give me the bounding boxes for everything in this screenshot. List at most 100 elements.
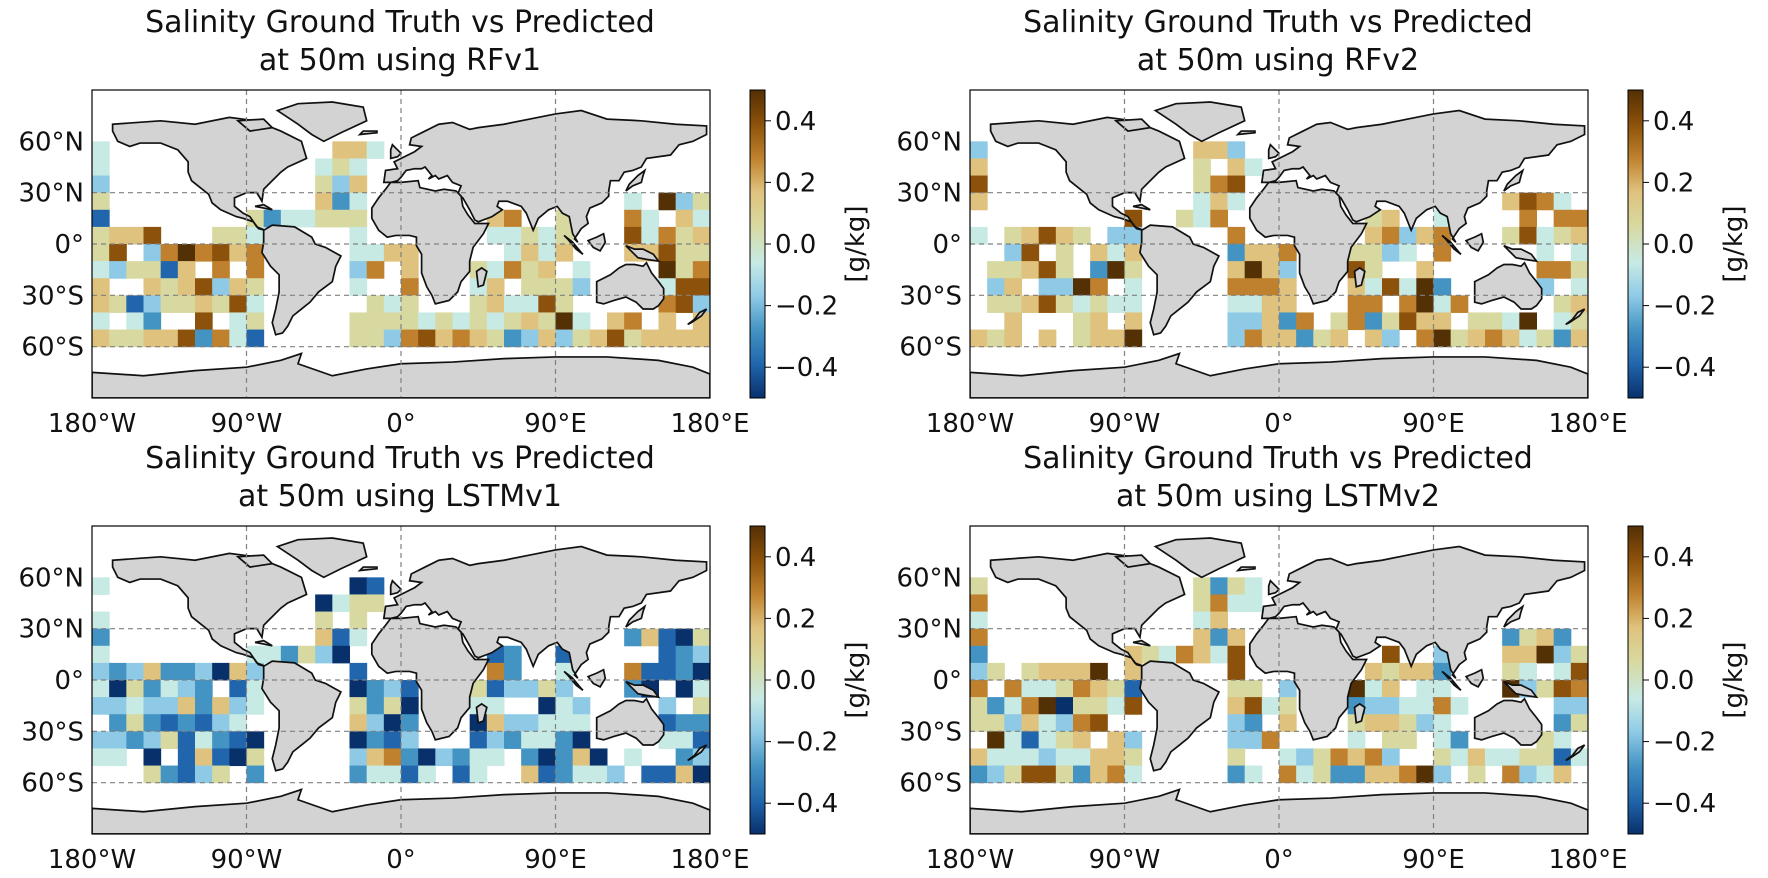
anomaly-cell (692, 697, 710, 715)
anomaly-cell (1399, 244, 1417, 262)
anomaly-cell (143, 680, 162, 698)
anomaly-cell (658, 261, 677, 279)
anomaly-cell (970, 594, 988, 613)
colorbar-tick-label: 0.0 (1653, 230, 1694, 260)
anomaly-cell (1433, 748, 1452, 767)
colorbar-gradient (749, 89, 766, 399)
anomaly-cell (469, 680, 488, 698)
anomaly-cell (572, 261, 591, 279)
anomaly-cell (315, 209, 333, 228)
anomaly-cell (658, 312, 677, 331)
anomaly-cell (1502, 329, 1520, 348)
anomaly-cell (177, 748, 196, 767)
anomaly-cell (486, 312, 505, 331)
anomaly-cell (1244, 765, 1263, 784)
anomaly-cell (1004, 226, 1022, 245)
anomaly-cell (160, 680, 179, 698)
anomaly-cell (366, 244, 385, 262)
anomaly-cell (349, 662, 368, 681)
anomaly-cell (538, 261, 556, 279)
anomaly-cell (212, 714, 230, 732)
anomaly-cell (1227, 312, 1246, 331)
anomaly-cell (1279, 697, 1297, 715)
anomaly-cell (92, 329, 110, 348)
anomaly-cell (1347, 312, 1366, 331)
anomaly-cell (229, 680, 247, 698)
anomaly-cell (143, 278, 162, 296)
anomaly-cell (970, 175, 988, 194)
anomaly-cell (160, 295, 179, 313)
x-tick-label: 180°E (1548, 409, 1627, 439)
colorbar-gradient (749, 525, 766, 835)
anomaly-cell (692, 278, 710, 296)
anomaly-cell (1570, 278, 1588, 296)
anomaly-cell (658, 697, 677, 715)
anomaly-cell (1261, 244, 1280, 262)
anomaly-cell (572, 731, 591, 749)
anomaly-cell (1433, 765, 1452, 784)
anomaly-cell (160, 697, 179, 715)
anomaly-cell (486, 329, 505, 348)
anomaly-cell (1467, 312, 1486, 331)
colorbar-gradient (1627, 525, 1644, 835)
anomaly-cell (383, 714, 402, 732)
x-tick-label: 180°W (48, 845, 136, 875)
anomaly-cell (1364, 329, 1383, 348)
anomaly-cell (987, 662, 1005, 681)
anomaly-cell (1364, 680, 1383, 698)
anomaly-cell (555, 329, 574, 348)
anomaly-cell (504, 662, 522, 681)
anomaly-cell (1261, 312, 1280, 331)
anomaly-cell (92, 192, 110, 211)
anomaly-cell (92, 628, 110, 647)
anomaly-cell (246, 748, 265, 767)
anomaly-cell (1176, 645, 1194, 664)
anomaly-cell (1364, 312, 1383, 331)
anomaly-cell (1279, 295, 1297, 313)
anomaly-cell (538, 697, 556, 715)
anomaly-cell (401, 680, 419, 698)
anomaly-cell (315, 628, 333, 647)
anomaly-cell (692, 731, 710, 749)
anomaly-cell (987, 329, 1005, 348)
anomaly-cell (366, 594, 385, 613)
colorbar: 0.4 0.2 0.0 −0.2 −0.4 [g/kg] (1627, 89, 1749, 399)
anomaly-cell (1055, 278, 1074, 296)
colorbar-tick-label: 0.0 (775, 666, 816, 696)
anomaly-cell (1347, 680, 1366, 698)
panel-title-line2: at 50m using RFv1 (259, 43, 541, 78)
anomaly-cell (143, 697, 162, 715)
anomaly-cell (1433, 329, 1452, 348)
anomaly-cell (1450, 748, 1469, 767)
anomaly-cell (1124, 244, 1143, 262)
anomaly-cell (92, 209, 110, 228)
anomaly-cell (987, 714, 1005, 732)
anomaly-cell (521, 312, 539, 331)
anomaly-cell (486, 295, 505, 313)
anomaly-cell (1553, 209, 1572, 228)
anomaly-cell (1244, 697, 1263, 715)
anomaly-cell (624, 209, 642, 228)
anomaly-cell (1124, 226, 1143, 245)
anomaly-cell (555, 697, 574, 715)
anomaly-cell (641, 329, 659, 348)
anomaly-cell (1416, 329, 1434, 348)
anomaly-cell (349, 577, 368, 595)
anomaly-cell (92, 278, 110, 296)
anomaly-cell (1364, 278, 1383, 296)
anomaly-cell (486, 731, 505, 749)
anomaly-cell (332, 175, 350, 194)
anomaly-cell (1570, 662, 1588, 681)
anomaly-cell (970, 329, 988, 348)
anomaly-cell (1570, 244, 1588, 262)
anomaly-cell (572, 278, 591, 296)
anomaly-cell (1536, 628, 1555, 647)
anomaly-cell (538, 329, 556, 348)
anomaly-cell (435, 312, 453, 331)
anomaly-cell (160, 244, 179, 262)
anomaly-cell (521, 680, 539, 698)
anomaly-cell (212, 295, 230, 313)
anomaly-cell (1382, 312, 1400, 331)
anomaly-cell (383, 244, 402, 262)
